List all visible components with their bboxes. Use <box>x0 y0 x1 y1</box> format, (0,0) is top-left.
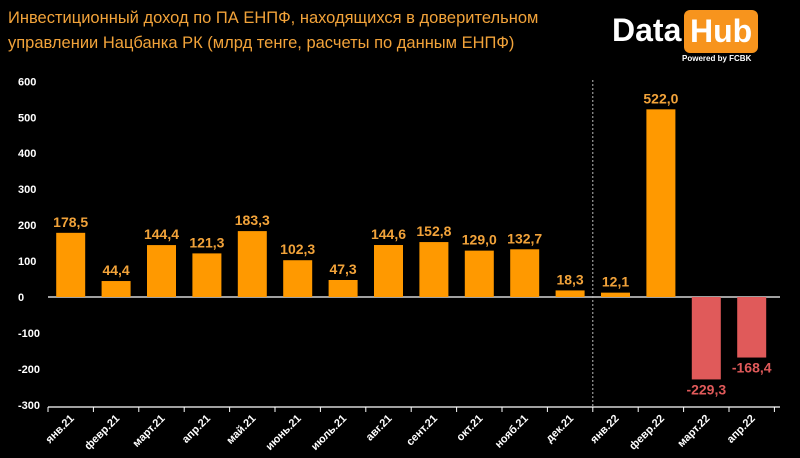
y-tick-label: 600 <box>18 76 36 88</box>
bar <box>328 279 358 297</box>
y-tick-label: -100 <box>18 328 40 340</box>
bar <box>374 245 403 297</box>
logo-word-data: Data <box>612 12 682 48</box>
data-label: 144,4 <box>144 226 179 242</box>
data-label: 132,7 <box>507 230 542 246</box>
bar <box>237 231 267 297</box>
data-label: 12,1 <box>602 274 629 290</box>
y-tick-label: 500 <box>18 112 36 124</box>
x-tick-label: янв.22 <box>588 413 621 446</box>
y-tick-label: 400 <box>18 148 36 160</box>
x-tick-label: авг.21 <box>364 413 395 444</box>
y-tick-label: -200 <box>18 364 40 376</box>
data-label: 129,0 <box>462 232 497 248</box>
logo-word-hub: Hub <box>684 10 759 53</box>
data-label: -229,3 <box>686 381 726 397</box>
x-tick-label: сент.21 <box>404 413 440 449</box>
data-label: 44,4 <box>102 262 129 278</box>
y-tick-label: -300 <box>18 400 40 412</box>
bar <box>283 260 313 297</box>
datahub-logo: Data Hub Powered by FCBK <box>612 10 762 66</box>
bar <box>464 250 494 297</box>
x-tick-label: окт.21 <box>454 413 485 444</box>
bar <box>101 281 131 297</box>
bar <box>737 297 767 358</box>
x-tick-label: дек.21 <box>544 413 576 445</box>
x-tick-label: янв.21 <box>43 413 76 446</box>
x-tick-label: нояб.21 <box>493 413 531 451</box>
data-label: -168,4 <box>732 360 772 376</box>
bar <box>555 290 585 297</box>
bar <box>419 242 449 297</box>
y-tick-label: 0 <box>18 292 24 304</box>
bar <box>56 232 86 297</box>
x-tick-label: июль.21 <box>309 413 349 453</box>
bar <box>510 249 540 297</box>
data-label: 121,3 <box>189 234 224 250</box>
data-label: 522,0 <box>643 90 678 106</box>
bar <box>646 109 676 297</box>
data-label: 47,3 <box>329 261 356 277</box>
data-label: 18,3 <box>556 271 583 287</box>
y-tick-label: 300 <box>18 184 36 196</box>
bar <box>147 245 176 297</box>
bar <box>691 297 721 380</box>
x-tick-label: апр.21 <box>180 413 213 446</box>
logo-tagline: Powered by FCBK <box>682 54 752 63</box>
x-tick-label: февр.22 <box>627 413 667 453</box>
x-tick-label: апр.22 <box>725 413 758 446</box>
data-label: 178,5 <box>53 214 88 230</box>
x-tick-label: март.22 <box>675 413 712 450</box>
y-tick-label: 200 <box>18 220 36 232</box>
data-label: 144,6 <box>371 226 406 242</box>
data-label: 152,8 <box>416 223 451 239</box>
x-tick-label: февр.21 <box>82 413 122 453</box>
y-tick-label: 100 <box>18 256 36 268</box>
chart-title: Инвестиционный доход по ПА ЕНПФ, находящ… <box>8 9 539 52</box>
data-label: 102,3 <box>280 241 315 257</box>
x-tick-label: май.21 <box>224 413 258 447</box>
x-tick-label: март.21 <box>131 413 168 450</box>
data-label: 183,3 <box>235 212 270 228</box>
bar <box>192 253 222 297</box>
x-tick-label: июнь.21 <box>264 413 304 453</box>
bar <box>601 292 630 297</box>
